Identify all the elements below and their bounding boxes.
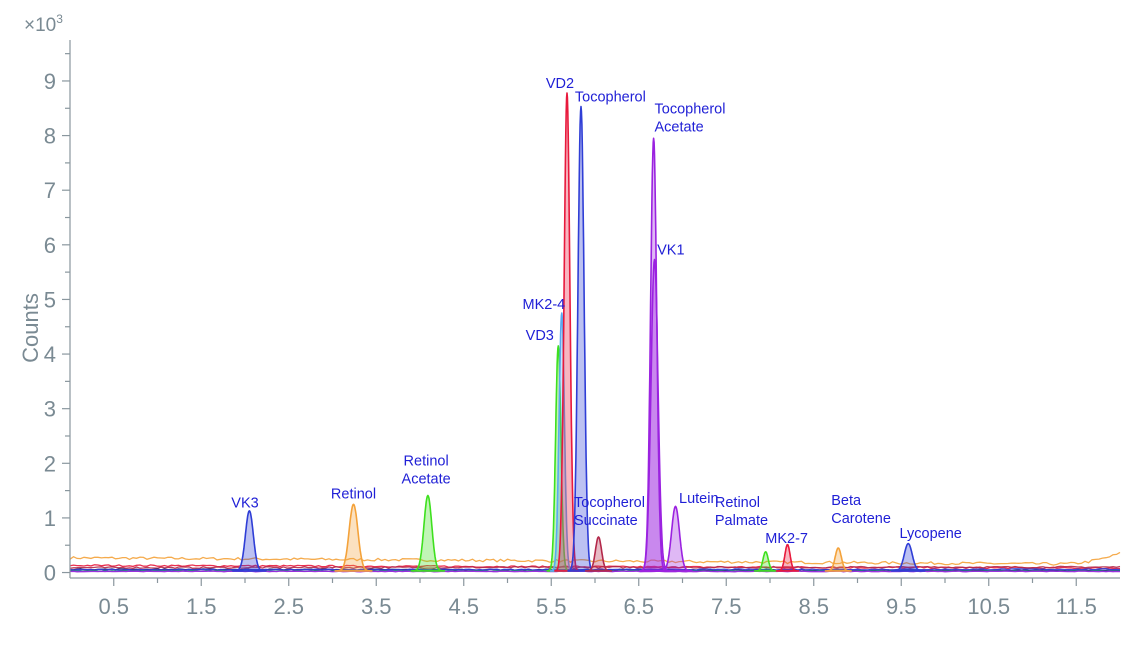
x-tick-label: 11.5 <box>1056 594 1097 619</box>
peak-label-retinol-palmate: Retinol Palmate <box>715 495 768 529</box>
y-multiplier-base: ×10 <box>24 15 56 36</box>
baseline-orange <box>69 551 1121 566</box>
x-tick-label: 0.5 <box>98 594 129 619</box>
peak-tocopherol <box>567 105 595 572</box>
x-tick-label: 7.5 <box>711 594 742 619</box>
peak-label-vd3: VD3 <box>526 328 554 344</box>
x-tick-label: 4.5 <box>448 594 479 619</box>
peak-retinol-acetate <box>410 494 446 572</box>
x-tick-label: 5.5 <box>536 594 567 619</box>
peak-lutein <box>658 505 693 572</box>
y-ticks: 0 1 2 3 4 5 6 7 8 9 <box>44 53 70 586</box>
y-multiplier-exponent: 3 <box>56 12 63 26</box>
peak-label-tocopherol-succinate: Tocopherol Succinate <box>574 495 645 529</box>
peak-label-retinol-acetate: Retinol Acetate <box>402 453 451 487</box>
peak-label-mk2-4: MK2-4 <box>523 297 566 313</box>
peak-vk1 <box>639 258 670 572</box>
x-tick-label: 9.5 <box>886 594 917 619</box>
peak-mk2-7 <box>775 543 800 572</box>
y-tick-label: 5 <box>44 287 56 312</box>
peak-tocopherol-succinate <box>584 536 613 572</box>
x-tick-label: 8.5 <box>798 594 829 619</box>
peak-label-lutein: Lutein <box>679 491 719 507</box>
x-tick-label: 1.5 <box>186 594 217 619</box>
peak-label-vd2: VD2 <box>546 76 574 92</box>
peak-vd2 <box>554 92 580 572</box>
y-multiplier: ×103 <box>24 12 63 36</box>
y-tick-label: 6 <box>44 233 56 258</box>
y-tick-label: 2 <box>44 451 56 476</box>
y-tick-label: 7 <box>44 178 56 203</box>
peak-label-beta-carotene: Beta Carotene <box>831 493 891 527</box>
peak-retinol <box>334 503 373 572</box>
y-tick-label: 4 <box>44 342 56 367</box>
baseline-blue <box>69 568 1121 571</box>
y-tick-label: 3 <box>44 397 56 422</box>
x-ticks: 0.5 1.5 2.5 3.5 4.5 5.5 6.5 7.5 8.5 9.5 10.5 11.5 <box>98 578 1097 619</box>
y-tick-label: 9 <box>44 69 56 94</box>
y-tick-label: 0 <box>44 561 56 586</box>
peak-label-lycopene: Lycopene <box>900 526 962 542</box>
peak-label-vk1: VK1 <box>657 242 684 258</box>
peak-label-retinol: Retinol <box>331 487 376 503</box>
peak-retinol-palmate <box>753 551 778 572</box>
y-tick-label: 1 <box>44 506 56 531</box>
peak-label-tocopherol-acetate: Tocopherol Acetate <box>655 102 726 136</box>
x-tick-label: 6.5 <box>623 594 654 619</box>
peak-label-vk3: VK3 <box>231 495 258 511</box>
x-tick-label: 3.5 <box>361 594 392 619</box>
y-axis-title: Counts <box>18 293 43 363</box>
y-tick-label: 8 <box>44 124 56 149</box>
peak-beta-carotene <box>824 547 852 572</box>
peak-label-mk2-7: MK2-7 <box>765 531 808 547</box>
x-tick-label: 10.5 <box>967 594 1010 619</box>
peak-label-tocopherol: Tocopherol <box>575 90 646 106</box>
peak-traces <box>232 92 926 572</box>
peak-lycopene <box>890 542 926 572</box>
baseline-maroon <box>69 565 1121 570</box>
peak-vk3 <box>232 510 267 572</box>
x-tick-label: 2.5 <box>273 594 304 619</box>
